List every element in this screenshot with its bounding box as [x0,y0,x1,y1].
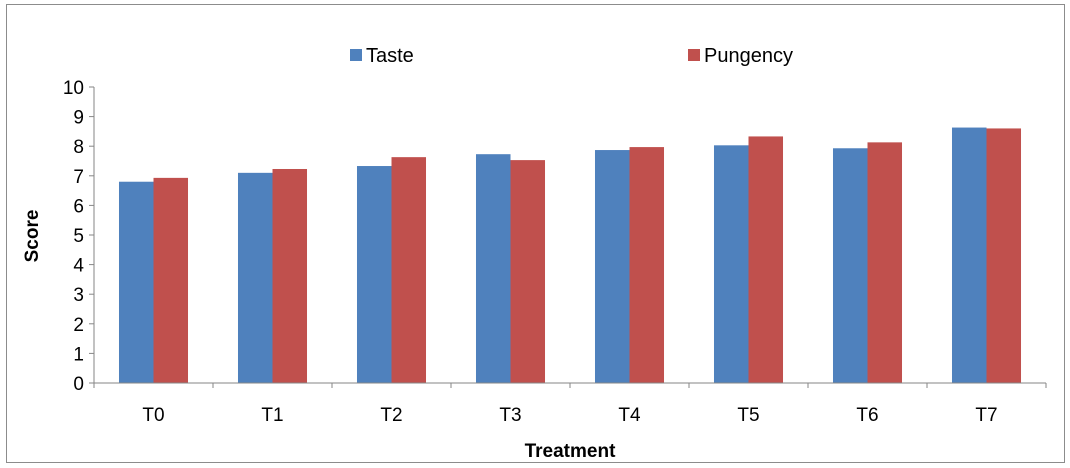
y-tick-label: 6 [73,196,84,217]
bars [118,127,1022,383]
y-tick-label: 10 [63,78,84,99]
y-tick-label: 3 [73,285,84,306]
bar-taste-t0 [118,181,154,383]
bar-pungency-t0 [153,177,189,383]
y-tick-label: 4 [73,256,84,277]
bar-pungency-t1 [272,168,308,383]
legend-swatch-taste [350,49,362,61]
y-tick-label: 5 [73,226,84,247]
legend-swatch-pungency [688,49,700,61]
bar-taste-t6 [832,148,868,383]
x-tick-label: T4 [618,405,641,426]
y-tick-label: 0 [73,374,84,395]
bar-taste-t5 [713,145,749,383]
bar-pungency-t2 [391,157,427,383]
bar-pungency-t5 [748,136,784,383]
x-tick-label: T6 [856,405,878,426]
y-tick-label: 2 [73,315,84,336]
bar-taste-t4 [594,150,630,383]
x-tick-label: T7 [975,405,997,426]
x-tick-label: T1 [261,405,283,426]
bar-pungency-t7 [986,128,1022,383]
bar-pungency-t4 [629,147,665,383]
x-axis-title: Treatment [525,441,616,462]
bar-pungency-t3 [510,160,546,383]
legend-label-taste: Taste [366,45,414,67]
y-axis-ticks: 0 1 2 3 4 5 6 7 8 9 10 [63,78,94,395]
x-tick-label: T3 [499,405,521,426]
chart-legend: Taste Pungency [350,45,793,67]
y-tick-label: 1 [73,344,84,365]
x-tick-label: T0 [142,405,164,426]
bar-pungency-t6 [867,142,903,383]
x-tick-label: T5 [737,405,759,426]
y-tick-label: 8 [73,137,84,158]
x-tick-label: T2 [380,405,402,426]
bar-taste-t3 [475,154,511,383]
legend-label-pungency: Pungency [704,45,793,67]
bar-taste-t7 [951,127,987,383]
x-axis-ticks: T0 T1 T2 T3 T4 T5 T6 T7 [93,383,1047,426]
bar-taste-t2 [356,166,392,383]
y-tick-label: 9 [73,108,84,129]
y-axis-title: Score [22,210,43,263]
bar-taste-t1 [237,172,273,383]
y-tick-label: 7 [73,167,84,188]
